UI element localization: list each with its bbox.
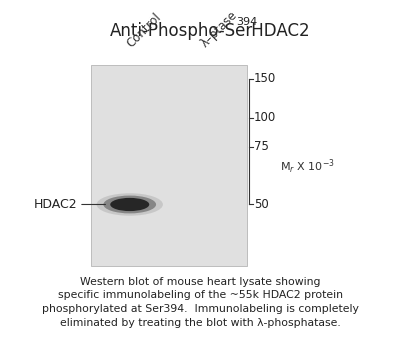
Text: HDAC2: HDAC2 [34,198,78,211]
Text: 394: 394 [236,17,257,27]
Text: Control: Control [124,11,163,50]
Text: M$_r$ X 10$^{-3}$: M$_r$ X 10$^{-3}$ [280,157,335,176]
Text: HDAC2: HDAC2 [246,22,310,40]
Bar [91,64,247,266]
Text: 150: 150 [254,72,276,85]
Text: λ–ptase: λ–ptase [198,9,240,50]
Text: 75: 75 [254,141,269,153]
Ellipse shape [96,193,163,216]
Ellipse shape [103,195,156,213]
Ellipse shape [110,198,149,211]
Text: Western blot of mouse heart lysate showing
specific immunolabeling of the ~55k H: Western blot of mouse heart lysate showi… [42,277,358,328]
Text: 100: 100 [254,112,276,124]
Text: Anti-Phospho-Ser: Anti-Phospho-Ser [110,22,254,40]
Text: 50: 50 [254,198,269,211]
